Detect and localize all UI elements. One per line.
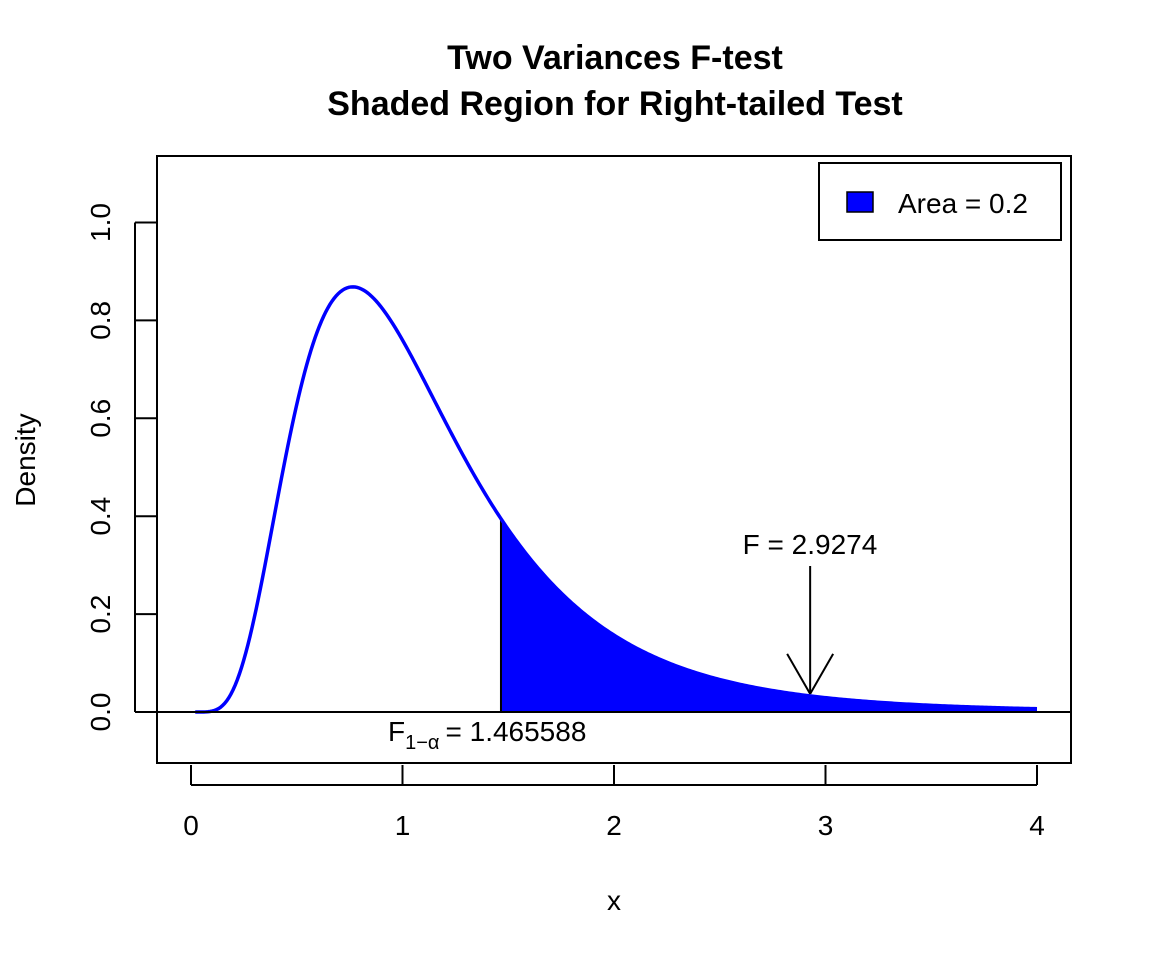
- legend-entry: Area = 0.2: [898, 188, 1028, 219]
- critical-label-prefix: F: [388, 716, 405, 747]
- y-tick-label: 0.4: [85, 497, 116, 536]
- legend: Area = 0.2: [818, 162, 1062, 241]
- test-statistic-label: F = 2.9274: [743, 529, 878, 560]
- test-statistic-arrow: [786, 566, 835, 695]
- x-axis-label: x: [607, 885, 621, 916]
- y-tick-label: 0.0: [85, 693, 116, 732]
- x-tick-label: 3: [818, 810, 834, 841]
- y-axis: 0.0 0.2 0.4 0.6 0.8 1.0: [85, 203, 156, 731]
- plot-frame: [156, 155, 1072, 764]
- arrow-head-right: [809, 653, 835, 695]
- y-tick-label: 0.2: [85, 595, 116, 634]
- y-axis-label: Density: [10, 413, 41, 506]
- legend-box: [818, 162, 1062, 241]
- x-tick-label: 1: [395, 810, 411, 841]
- chart-title: Two Variances F-test: [447, 39, 783, 77]
- x-axis: 0 1 2 3 4: [183, 765, 1045, 841]
- critical-label-value: = 1.465588: [445, 716, 586, 747]
- critical-value-label: F1−α = 1.465588: [388, 716, 586, 754]
- density-curve: [195, 285, 1038, 714]
- x-tick-label: 4: [1029, 810, 1045, 841]
- arrow-head-left: [786, 653, 812, 695]
- y-tick-label: 0.8: [85, 301, 116, 340]
- shaded-region: [500, 518, 1038, 712]
- legend-swatch: [846, 191, 874, 213]
- y-tick-label: 0.6: [85, 399, 116, 438]
- y-tick-label: 1.0: [85, 203, 116, 242]
- x-tick-label: 2: [606, 810, 622, 841]
- chart-subtitle: Shaded Region for Right-tailed Test: [327, 85, 903, 123]
- x-tick-label: 0: [183, 810, 199, 841]
- critical-label-subscript: 1−α: [405, 732, 439, 754]
